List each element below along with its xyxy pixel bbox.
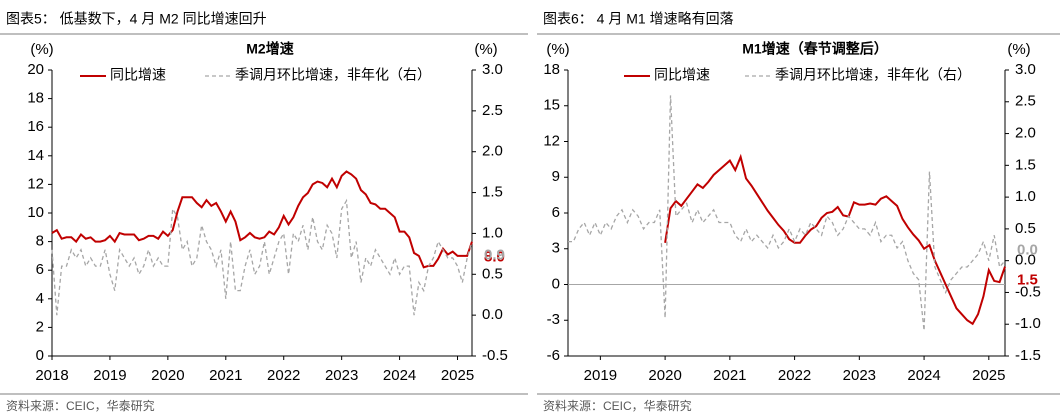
legend-label: 同比增速 — [654, 67, 710, 83]
x-tick-label: 2024 — [907, 367, 940, 384]
y2-tick-label: 1.5 — [1015, 156, 1036, 173]
y-axis-label: (%) — [546, 41, 569, 58]
y-tick-label: -6 — [547, 347, 560, 364]
chart-title: M2增速 — [246, 41, 293, 57]
y-tick-label: 8 — [36, 233, 44, 250]
y-tick-label: 15 — [543, 97, 560, 114]
x-tick-label: 2025 — [972, 367, 1005, 384]
y-tick-label: 3 — [552, 240, 560, 257]
y2-tick-label: -0.5 — [1015, 283, 1041, 300]
x-tick-label: 2020 — [648, 367, 681, 384]
end-label: 0.9 — [484, 247, 505, 264]
series-line — [568, 95, 1006, 331]
y2-tick-label: 0.0 — [1015, 252, 1036, 269]
y-tick-label: 18 — [27, 90, 44, 107]
x-tick-label: 2021 — [209, 367, 242, 384]
y2-tick-label: -1.5 — [1015, 347, 1041, 364]
source: 资料来源：CEIC，华泰研究 — [6, 398, 155, 413]
y2-tick-label: 0.5 — [1015, 220, 1036, 237]
y-tick-label: 6 — [36, 261, 44, 278]
x-tick-label: 2022 — [267, 367, 300, 384]
series-line — [51, 170, 473, 269]
y2-tick-label: 3.0 — [1015, 61, 1036, 78]
x-tick-label: 2023 — [843, 367, 876, 384]
end-label: 1.5 — [1017, 272, 1038, 289]
x-tick-label: 2021 — [713, 367, 746, 384]
y-tick-label: 12 — [27, 175, 44, 192]
y-tick-label: 6 — [552, 204, 560, 221]
y2-tick-label: 0.5 — [482, 265, 503, 282]
y-tick-label: 12 — [543, 132, 560, 149]
y2-tick-label: 1.0 — [482, 224, 503, 241]
chart-title: M1增速（春节调整后） — [742, 41, 887, 57]
x-tick-label: 2018 — [35, 367, 68, 384]
x-tick-label: 2023 — [325, 367, 358, 384]
y-tick-label: 4 — [36, 290, 44, 307]
y2-tick-label: 2.0 — [482, 143, 503, 160]
x-tick-label: 2019 — [584, 367, 617, 384]
panel-header: 图表5： 低基数下，4 月 M2 同比增速回升 — [6, 11, 267, 27]
y-tick-label: 16 — [27, 118, 44, 135]
y2-tick-label: 1.5 — [482, 184, 503, 201]
legend-label: 同比增速 — [110, 67, 166, 83]
y-tick-label: 18 — [543, 61, 560, 78]
panel-header: 图表6： 4 月 M1 增速略有回落 — [543, 11, 734, 27]
y-tick-label: 10 — [27, 204, 44, 221]
x-tick-label: 2022 — [778, 367, 811, 384]
y-tick-label: 0 — [36, 347, 44, 364]
y2-tick-label: 1.0 — [1015, 188, 1036, 205]
end-label: 0.0 — [1017, 242, 1038, 259]
y2-tick-label: -1.0 — [1015, 315, 1041, 332]
source: 资料来源：CEIC，华泰研究 — [543, 398, 692, 413]
end-label: 8.0 — [484, 249, 505, 266]
y-tick-label: -3 — [547, 311, 560, 328]
legend-label: 季调月环比增速，非年化（右） — [775, 67, 971, 83]
x-tick-label: 2024 — [383, 367, 416, 384]
y2-axis-label: (%) — [1007, 41, 1030, 58]
x-tick-label: 2019 — [93, 367, 126, 384]
y-tick-label: 2 — [36, 318, 44, 335]
y2-tick-label: -0.5 — [482, 347, 508, 364]
y-tick-label: 0 — [552, 275, 560, 292]
y2-tick-label: 2.5 — [482, 102, 503, 119]
series-line — [51, 198, 473, 316]
y2-tick-label: 2.5 — [1015, 93, 1036, 110]
series-line — [664, 153, 1006, 326]
x-tick-label: 2020 — [151, 367, 184, 384]
y-tick-label: 9 — [552, 168, 560, 185]
y2-tick-label: 0.0 — [482, 306, 503, 323]
y2-tick-label: 2.0 — [1015, 125, 1036, 142]
x-tick-label: 2025 — [441, 367, 474, 384]
y-axis-label: (%) — [30, 41, 53, 58]
y-tick-label: 20 — [27, 61, 44, 78]
y2-tick-label: 3.0 — [482, 61, 503, 78]
legend-label: 季调月环比增速，非年化（右） — [235, 67, 431, 83]
y2-axis-label: (%) — [474, 41, 497, 58]
y-tick-label: 14 — [27, 147, 44, 164]
